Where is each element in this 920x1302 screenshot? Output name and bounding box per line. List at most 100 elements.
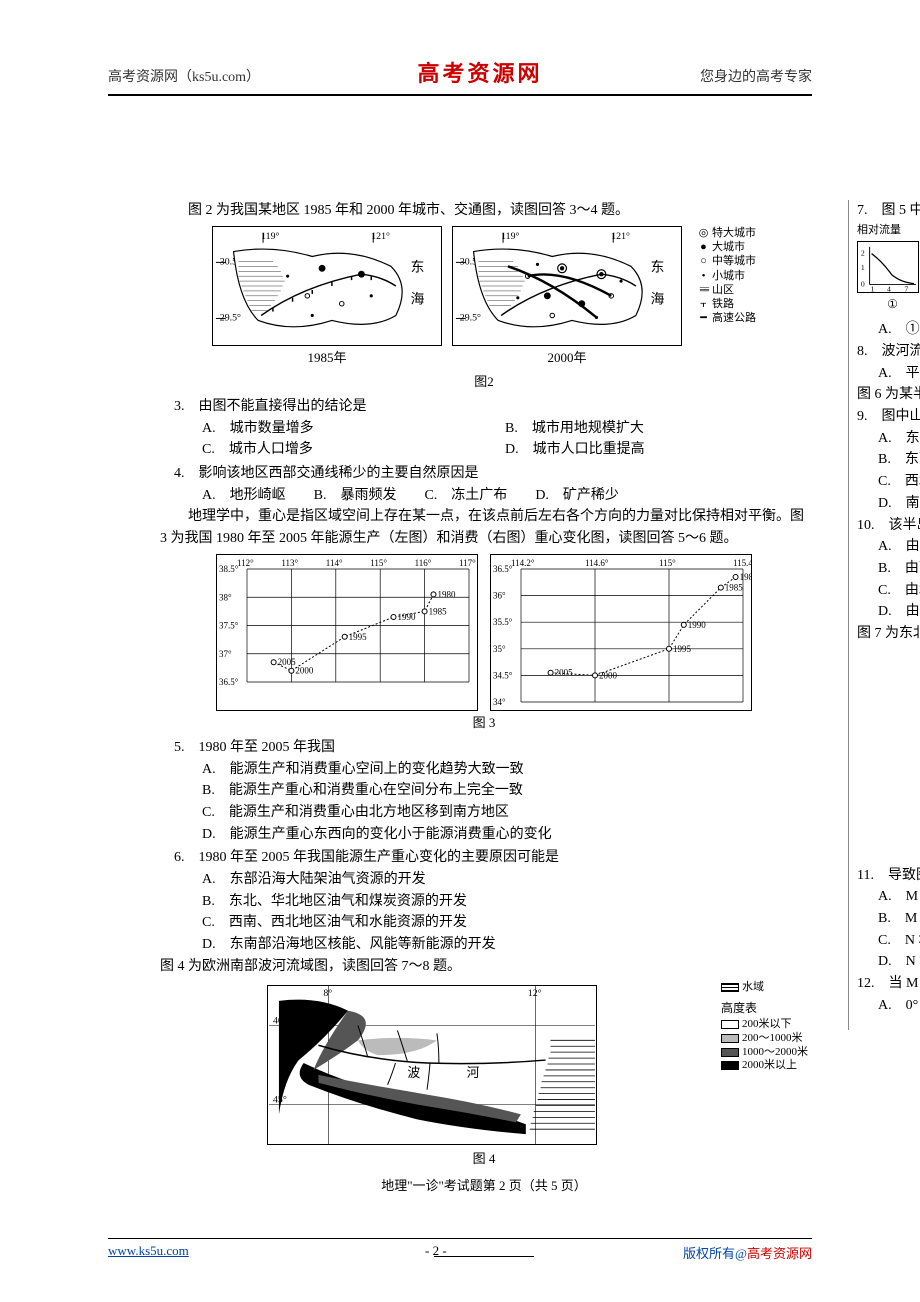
svg-text:115.4°: 115.4° [733, 558, 751, 568]
q4-options: A. 地形崎岖 B. 暴雨频发 C. 冻土广布 D. 矿产稀少 [160, 485, 808, 507]
svg-text:37°: 37° [219, 649, 232, 659]
fig4-caption: 图 4 [160, 1149, 808, 1169]
fig2-legend: ◎特大城市 ●大城市 ○中等城市 •小城市 ≡≡山区 ⫟铁路 ━高速公路 [698, 226, 756, 326]
page-info: 地理"一诊"考试题第 2 页（共 5 页） [160, 1176, 808, 1196]
q6-stem: 6. 1980 年至 2005 年我国能源生产重心变化的主要原因可能是 [160, 847, 808, 869]
svg-text:36°: 36° [493, 590, 506, 600]
q6-d: D. 东南部沿海地区核能、风能等新能源的开发 [202, 934, 808, 956]
svg-text:35°: 35° [493, 644, 506, 654]
svg-text:29.5°: 29.5° [220, 312, 241, 323]
main-content: 图 2 为我国某地区 1985 年和 2000 年城市、交通图，读图回答 3～4… [160, 200, 808, 1257]
svg-text:8°: 8° [323, 988, 332, 999]
q6-c: C. 西南、西北地区油气和水能资源的开发 [202, 912, 808, 934]
q6-options: A. 东部沿海大陆架油气资源的开发 B. 东北、华北地区油气和煤炭资源的开发 C… [160, 869, 808, 956]
svg-text:1: 1 [861, 263, 865, 272]
footer-copyright: 版权所有@高考资源网 [683, 1243, 812, 1262]
q4-a: A. 地形崎岖 [202, 485, 286, 507]
fig2-caption: 图2 [160, 372, 808, 392]
svg-text:1985: 1985 [429, 606, 448, 616]
q3-options: A. 城市数量增多 B. 城市用地规模扩大 C. 城市人口增多 D. 城市人口比… [160, 418, 808, 461]
q3-stem: 3. 由图不能直接得出的结论是 [160, 396, 808, 418]
svg-text:2000: 2000 [599, 670, 618, 680]
fig4-map: 8° 12° 46° 45° [267, 985, 597, 1145]
svg-text:东: 东 [651, 259, 665, 274]
right-cutoff-column: 7. 图 5 中 相对流量 2 1 0 1 4 7 ① A. ①图 8. 波河流… [848, 200, 920, 1030]
q5-d: D. 能源生产重心东西向的变化小于能源消费重心的变化 [202, 824, 808, 846]
svg-text:2005: 2005 [278, 657, 297, 667]
svg-text:119°: 119° [501, 230, 519, 241]
svg-text:113°: 113° [281, 558, 298, 568]
fig2-map-1985: 119° 121° 30.5° 29.5° [212, 226, 442, 368]
header-title: 高考资源网 [418, 56, 543, 88]
svg-text:36.5°: 36.5° [219, 677, 239, 687]
svg-text:海: 海 [651, 291, 665, 306]
svg-text:1980: 1980 [437, 589, 456, 599]
svg-text:114°: 114° [326, 558, 343, 568]
q6-b: B. 东北、华北地区油气和煤炭资源的开发 [202, 891, 808, 913]
svg-text:12°: 12° [527, 988, 541, 999]
svg-text:114.2°: 114.2° [511, 558, 535, 568]
q4-c: C. 冻土广布 [424, 485, 507, 507]
q4-stem: 4. 影响该地区西部交通线稀少的主要自然原因是 [160, 463, 808, 485]
svg-text:河: 河 [466, 1066, 479, 1080]
q5-b: B. 能源生产重心和消费重心在空间分布上完全一致 [202, 780, 808, 802]
svg-text:2005: 2005 [555, 668, 574, 678]
page-footer: www.ks5u.com - 2 - 版权所有@高考资源网 [108, 1238, 812, 1262]
q5-stem: 5. 1980 年至 2005 年我国 [160, 737, 808, 759]
svg-text:2: 2 [861, 248, 865, 257]
svg-text:1985: 1985 [725, 582, 744, 592]
fig4-legend: 水域 高度表 200米以下 200～1000米 1000～2000米 2000米… [721, 981, 808, 1073]
fig3-caption: 图 3 [160, 713, 808, 733]
q5-c: C. 能源生产和消费重心由北方地区移到南方地区 [202, 802, 808, 824]
svg-text:海: 海 [411, 291, 425, 306]
svg-text:1995: 1995 [349, 632, 368, 642]
header-slogan: 您身边的高考专家 [700, 66, 812, 86]
fig3-left-chart: 112° 113° 114° 115° 116° 117° 38.5° 38° 37.5° 37°… [216, 554, 478, 711]
svg-text:121°: 121° [371, 230, 390, 241]
svg-text:114.6°: 114.6° [585, 558, 609, 568]
svg-text:4: 4 [887, 284, 891, 292]
fig5-mini-chart: 2 1 0 1 4 7 [857, 241, 919, 293]
q5-a: A. 能源生产和消费重心空间上的变化趋势大致一致 [202, 759, 808, 781]
svg-text:1990: 1990 [398, 612, 417, 622]
svg-text:东: 东 [411, 259, 425, 274]
svg-text:7: 7 [904, 284, 908, 292]
svg-text:37.5°: 37.5° [219, 620, 239, 630]
svg-text:116°: 116° [415, 558, 432, 568]
svg-text:38.5°: 38.5° [219, 564, 239, 574]
svg-text:1980: 1980 [740, 572, 751, 582]
q4-b: B. 暴雨频发 [314, 485, 397, 507]
svg-text:38°: 38° [219, 592, 232, 602]
svg-text:112°: 112° [237, 558, 254, 568]
svg-text:117°: 117° [459, 558, 476, 568]
fig3-right-chart: 114.2° 114.6° 115° 115.4° 36.5° 36° 35.5° 35° 34… [490, 554, 752, 711]
footer-pagenum: - 2 - [425, 1243, 447, 1262]
svg-text:29.5°: 29.5° [460, 312, 481, 323]
svg-text:115°: 115° [370, 558, 387, 568]
footer-url: www.ks5u.com [108, 1243, 189, 1262]
fig2-row: 119° 121° 30.5° 29.5° [160, 226, 808, 368]
fig4-intro: 图 4 为欧洲南部波河流域图，读图回答 7～8 题。 [160, 956, 808, 978]
svg-text:34°: 34° [493, 697, 506, 707]
svg-text:1990: 1990 [688, 620, 707, 630]
svg-text:1: 1 [871, 284, 875, 292]
svg-text:36.5°: 36.5° [493, 564, 513, 574]
q5-options: A. 能源生产和消费重心空间上的变化趋势大致一致 B. 能源生产重心和消费重心在… [160, 759, 808, 846]
svg-text:119°: 119° [261, 230, 279, 241]
svg-text:2000: 2000 [295, 665, 314, 675]
q3-c: C. 城市人口增多 [202, 439, 505, 461]
svg-text:35.5°: 35.5° [493, 617, 513, 627]
svg-text:0: 0 [861, 279, 865, 288]
q3-b: B. 城市用地规模扩大 [505, 418, 808, 440]
header-source: 高考资源网（ks5u.com） [108, 66, 260, 86]
svg-text:121°: 121° [611, 230, 630, 241]
q3-a: A. 城市数量增多 [202, 418, 505, 440]
svg-text:波: 波 [407, 1066, 420, 1080]
fig3-charts: 112° 113° 114° 115° 116° 117° 38.5° 38° 37.5° 37°… [160, 554, 808, 711]
svg-text:115°: 115° [659, 558, 676, 568]
page-header: 高考资源网（ks5u.com） 高考资源网 您身边的高考专家 [108, 56, 812, 96]
fig2-map-2000: 119° 121° 30.5° 29.5° [452, 226, 682, 368]
fig2-intro: 图 2 为我国某地区 1985 年和 2000 年城市、交通图，读图回答 3～4… [160, 200, 808, 222]
q4-d: D. 矿产稀少 [535, 485, 619, 507]
q6-a: A. 东部沿海大陆架油气资源的开发 [202, 869, 808, 891]
